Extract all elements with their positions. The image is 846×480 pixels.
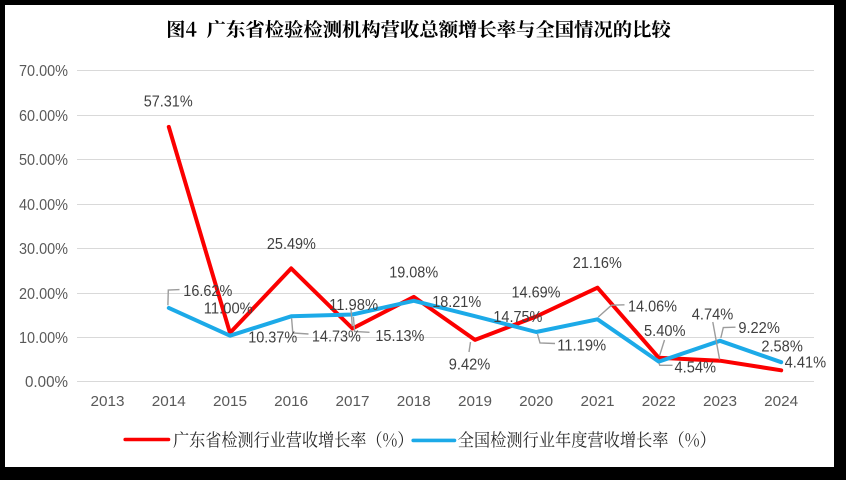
svg-text:57.31%: 57.31% [144,94,193,111]
svg-text:19.08%: 19.08% [389,264,438,281]
svg-text:2015: 2015 [213,393,247,410]
svg-text:25.49%: 25.49% [267,236,316,253]
svg-text:4.41%: 4.41% [785,354,827,371]
svg-text:70.00%: 70.00% [19,63,68,80]
svg-text:10.37%: 10.37% [248,329,297,346]
svg-text:14.69%: 14.69% [512,285,561,302]
svg-text:18.21%: 18.21% [432,294,481,311]
svg-text:2017: 2017 [336,393,370,410]
svg-text:11.00%: 11.00% [204,300,253,317]
svg-text:2020: 2020 [519,393,553,410]
svg-text:40.00%: 40.00% [19,197,68,214]
svg-text:2.58%: 2.58% [761,339,803,356]
svg-text:10.00%: 10.00% [19,330,68,347]
svg-text:30.00%: 30.00% [19,241,68,258]
svg-text:20.00%: 20.00% [19,286,68,303]
svg-text:4.54%: 4.54% [675,360,717,377]
svg-text:2022: 2022 [642,393,676,410]
svg-text:16.62%: 16.62% [183,283,232,300]
svg-text:2018: 2018 [397,393,431,410]
svg-text:2014: 2014 [152,393,186,410]
svg-text:9.42%: 9.42% [449,357,491,374]
svg-text:21.16%: 21.16% [573,255,622,272]
svg-text:2023: 2023 [703,393,737,410]
svg-text:11.98%: 11.98% [329,297,378,314]
svg-text:60.00%: 60.00% [19,108,68,125]
svg-text:14.73%: 14.73% [312,329,361,346]
svg-text:2013: 2013 [91,393,125,410]
svg-text:14.06%: 14.06% [628,299,677,316]
svg-text:50.00%: 50.00% [19,152,68,169]
svg-text:4.74%: 4.74% [692,306,734,323]
svg-text:5.40%: 5.40% [644,323,686,340]
svg-text:11.19%: 11.19% [557,337,606,354]
svg-text:0.00%: 0.00% [25,374,68,391]
svg-text:2021: 2021 [581,393,615,410]
svg-text:2024: 2024 [764,393,798,410]
svg-text:2016: 2016 [274,393,308,410]
svg-text:14.75%: 14.75% [493,309,542,326]
svg-text:15.13%: 15.13% [375,328,424,345]
svg-text:9.22%: 9.22% [738,320,780,337]
svg-text:2019: 2019 [458,393,492,410]
